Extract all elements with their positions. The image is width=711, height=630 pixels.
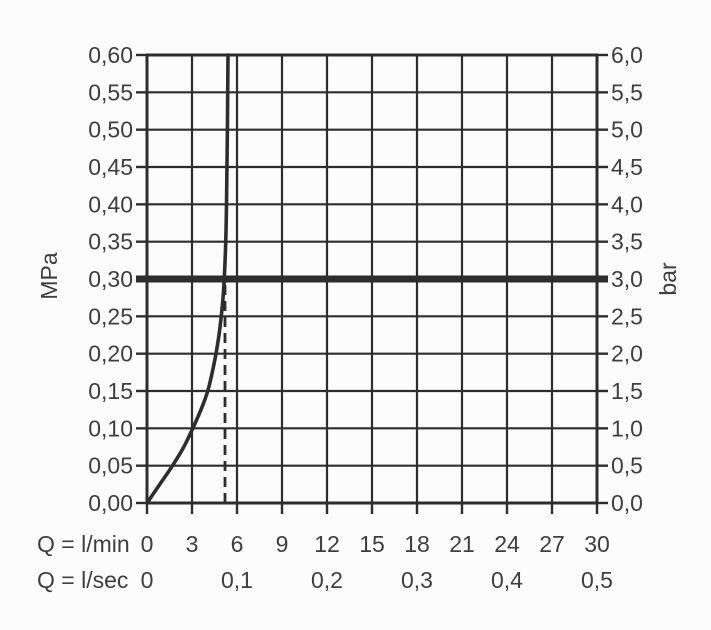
x-lmin-tick-label: 6 xyxy=(231,531,244,557)
x-lmin-tick-label: 27 xyxy=(539,531,565,557)
y-right-tick-label: 0,0 xyxy=(611,490,643,516)
flow-curve-path xyxy=(145,53,230,505)
y-right-tick-label: 3,0 xyxy=(611,266,643,292)
y-left-tick-label: 0,35 xyxy=(88,229,133,255)
y-right-tick-label: 1,5 xyxy=(611,378,643,404)
y-left-tick-label: 0,40 xyxy=(88,191,133,217)
x-lsec-tick-label: 0,1 xyxy=(221,567,253,593)
x-lmin-tick-label: 12 xyxy=(314,531,340,557)
x-lsec-tick-label: 0,2 xyxy=(311,567,343,593)
y-left-tick-label: 0,15 xyxy=(88,378,133,404)
y-left-tick-label: 0,10 xyxy=(88,415,133,441)
y-left-tick-label: 0,50 xyxy=(88,117,133,143)
y-left-tick-label: 0,05 xyxy=(88,453,133,479)
y-axis-left-unit-label: MPa xyxy=(36,252,62,300)
y-left-tick-label: 0,20 xyxy=(88,341,133,367)
x-lmin-tick-label: 9 xyxy=(276,531,289,557)
x-axis-lsec-unit-label: Q = l/sec xyxy=(37,567,129,593)
y-right-tick-label: 2,0 xyxy=(611,341,643,367)
y-right-tick-label: 4,5 xyxy=(611,154,643,180)
y-right-tick-label: 5,0 xyxy=(611,117,643,143)
tick-labels: 0,000,050,100,150,200,250,300,350,400,45… xyxy=(88,42,643,593)
x-lsec-tick-label: 0,5 xyxy=(581,567,613,593)
x-lmin-tick-label: 24 xyxy=(494,531,520,557)
y-right-tick-label: 4,0 xyxy=(611,191,643,217)
x-lmin-tick-label: 18 xyxy=(404,531,430,557)
y-right-tick-label: 5,5 xyxy=(611,79,643,105)
y-left-tick-label: 0,55 xyxy=(88,79,133,105)
x-lsec-tick-label: 0 xyxy=(141,567,154,593)
x-lmin-tick-label: 3 xyxy=(186,531,199,557)
y-right-tick-label: 1,0 xyxy=(611,415,643,441)
x-axis-lmin-unit-label: Q = l/min xyxy=(37,531,130,557)
y-right-tick-label: 6,0 xyxy=(611,42,643,68)
y-left-tick-label: 0,30 xyxy=(88,266,133,292)
y-right-tick-label: 3,5 xyxy=(611,229,643,255)
y-left-tick-label: 0,25 xyxy=(88,303,133,329)
x-lmin-tick-label: 21 xyxy=(449,531,475,557)
y-right-tick-label: 2,5 xyxy=(611,303,643,329)
y-left-tick-label: 0,45 xyxy=(88,154,133,180)
x-lmin-tick-label: 30 xyxy=(584,531,610,557)
y-left-tick-label: 0,00 xyxy=(88,490,133,516)
x-lmin-tick-label: 15 xyxy=(359,531,385,557)
y-right-tick-label: 0,5 xyxy=(611,453,643,479)
x-lsec-tick-label: 0,4 xyxy=(491,567,523,593)
x-lsec-tick-label: 0,3 xyxy=(401,567,433,593)
x-lmin-tick-label: 0 xyxy=(141,531,154,557)
y-left-tick-label: 0,60 xyxy=(88,42,133,68)
y-axis-right-unit-label: bar xyxy=(655,262,681,296)
